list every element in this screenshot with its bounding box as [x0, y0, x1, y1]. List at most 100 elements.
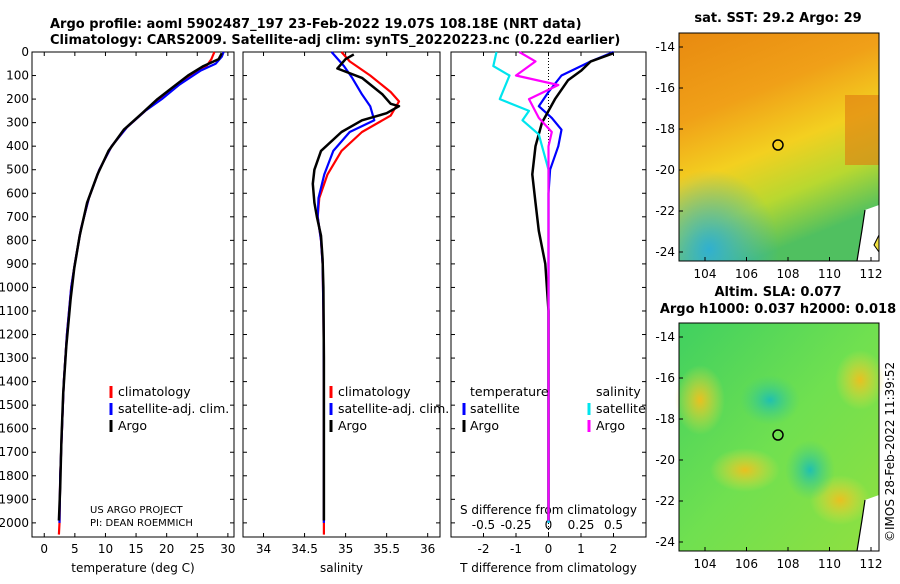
x-tick-label: 10: [98, 542, 113, 556]
legend-climatology-2: climatology: [338, 384, 411, 399]
sst-map-title: sat. SST: 29.2 Argo: 29: [694, 11, 861, 26]
map-y-tick-label: -16: [655, 371, 675, 385]
legend-salinity-title: salinity: [596, 384, 641, 399]
x-tick-label: 30: [220, 542, 235, 556]
s-diff-tick-label: 0.25: [568, 518, 595, 532]
x-tick-label: -2: [478, 542, 490, 556]
map-y-tick-label: -20: [655, 163, 675, 177]
x-tick-label: -1: [510, 542, 522, 556]
depth-tick-label: 900: [6, 257, 29, 271]
x-tick-label: 34.5: [291, 542, 318, 556]
x-tick-label: 0: [545, 542, 553, 556]
series-line-salinity-argo: [514, 51, 560, 521]
map-y-tick-label: -22: [655, 204, 675, 218]
legend-satellite-2: satellite-adj. clim.: [338, 401, 449, 416]
argo-location-marker-2: [772, 429, 784, 441]
legend-argo-2: Argo: [338, 418, 367, 433]
salinity-legend: climatology satellite-adj. clim. Argo: [329, 384, 449, 433]
legend-argo: Argo: [118, 418, 147, 433]
legend-s-argo: Argo: [596, 418, 625, 433]
map-x-tick-label: 104: [694, 557, 717, 571]
temperature-legend: climatology satellite-adj. clim. Argo: [109, 384, 229, 433]
sla-map: [675, 322, 885, 552]
legend-t-satellite: satellite: [470, 401, 520, 416]
map-x-tick-label: 110: [818, 267, 841, 281]
depth-tick-label: 100: [6, 69, 29, 83]
imos-watermark: ©IMOS 28-Feb-2022 11:39:52: [883, 362, 897, 542]
depth-tick-label: 700: [6, 210, 29, 224]
temperature-profile-panel: 0100200300400500600700800900100011001200…: [0, 45, 236, 575]
difference-legend: temperature satellite Argo salinity sate…: [462, 384, 646, 433]
depth-tick-label: 1300: [0, 351, 29, 365]
x-axis-label: T difference from climatology: [459, 561, 637, 575]
depth-tick-label: 500: [6, 163, 29, 177]
s-diff-tick-label: -0.5: [472, 518, 495, 532]
series-line-argo: [311, 53, 401, 521]
credit-line2: PI: DEAN ROEMMICH: [90, 518, 193, 529]
depth-tick-label: 1900: [0, 492, 29, 506]
x-tick-label: 20: [159, 542, 174, 556]
x-tick-label: 35.5: [373, 542, 400, 556]
depth-tick-label: 1100: [0, 304, 29, 318]
depth-tick-label: 1700: [0, 445, 29, 459]
x-tick-label: 36: [420, 542, 435, 556]
s-diff-tick-label: -0.25: [500, 518, 531, 532]
credit-line1: US ARGO PROJECT: [90, 505, 184, 516]
map-x-tick-label: 112: [860, 557, 883, 571]
x-tick-label: 25: [190, 542, 205, 556]
x-tick-label: 35: [338, 542, 353, 556]
sla-map-title-line2: Argo h1000: 0.037 h2000: 0.018: [660, 302, 896, 317]
sst-map: [678, 32, 880, 262]
map-x-tick-label: 106: [735, 267, 758, 281]
depth-tick-label: 1000: [0, 280, 29, 294]
series-line-argo: [57, 52, 223, 521]
map-y-tick-label: -18: [655, 122, 675, 136]
depth-tick-label: 1200: [0, 328, 29, 342]
map-x-tick-label: 110: [818, 557, 841, 571]
depth-tick-label: 1600: [0, 422, 29, 436]
figure-title-line2: Climatology: CARS2009. Satellite-adj cli…: [50, 33, 620, 48]
map-x-tick-label: 108: [777, 557, 800, 571]
x-tick-label: 1: [577, 542, 585, 556]
depth-tick-label: 1800: [0, 469, 29, 483]
map-axes: 104 106 108 110 112 -14 -16 -18 -20 -22 -24 104 106 1…: [655, 40, 882, 571]
depth-tick-label: 300: [6, 116, 29, 130]
plot-frame: [242, 51, 441, 538]
depth-tick-label: 800: [6, 233, 29, 247]
legend-s-satellite: satellite: [596, 401, 646, 416]
depth-tick-label: 1400: [0, 375, 29, 389]
argo-location-marker: [772, 139, 784, 151]
sla-map-title-line1: Altim. SLA: 0.077: [715, 285, 842, 300]
x-tick-label: 5: [71, 542, 79, 556]
s-diff-tick-label: 0: [545, 518, 553, 532]
x-tick-label: 0: [40, 542, 48, 556]
map-y-tick-label: -16: [655, 81, 675, 95]
map-x-tick-label: 104: [694, 267, 717, 281]
depth-tick-label: 400: [6, 139, 29, 153]
legend-t-argo: Argo: [470, 418, 499, 433]
x-axis-label: salinity: [320, 561, 363, 575]
legend-satellite: satellite-adj. clim.: [118, 401, 229, 416]
map-y-tick-label: -14: [655, 330, 675, 344]
figure-title-line1: Argo profile: aoml 5902487_197 23-Feb-20…: [50, 17, 582, 32]
map-y-tick-label: -24: [655, 245, 675, 259]
map-y-tick-label: -20: [655, 453, 675, 467]
depth-tick-label: 1500: [0, 398, 29, 412]
legend-temperature-title: temperature: [470, 384, 549, 399]
map-x-tick-label: 106: [735, 557, 758, 571]
depth-tick-label: 0: [21, 45, 29, 59]
map-x-tick-label: 112: [860, 267, 883, 281]
x-tick-label: 34: [256, 542, 271, 556]
x-tick-label: 2: [610, 542, 618, 556]
depth-tick-label: 600: [6, 186, 29, 200]
map-y-tick-label: -24: [655, 535, 675, 549]
legend-climatology: climatology: [118, 384, 191, 399]
s-diff-tick-label: 0.5: [604, 518, 623, 532]
depth-tick-label: 200: [6, 92, 29, 106]
map-x-tick-label: 108: [777, 267, 800, 281]
map-y-tick-label: -14: [655, 40, 675, 54]
plot-frame: [31, 51, 235, 538]
x-axis-label: temperature (deg C): [71, 561, 194, 575]
map-y-tick-label: -22: [655, 494, 675, 508]
